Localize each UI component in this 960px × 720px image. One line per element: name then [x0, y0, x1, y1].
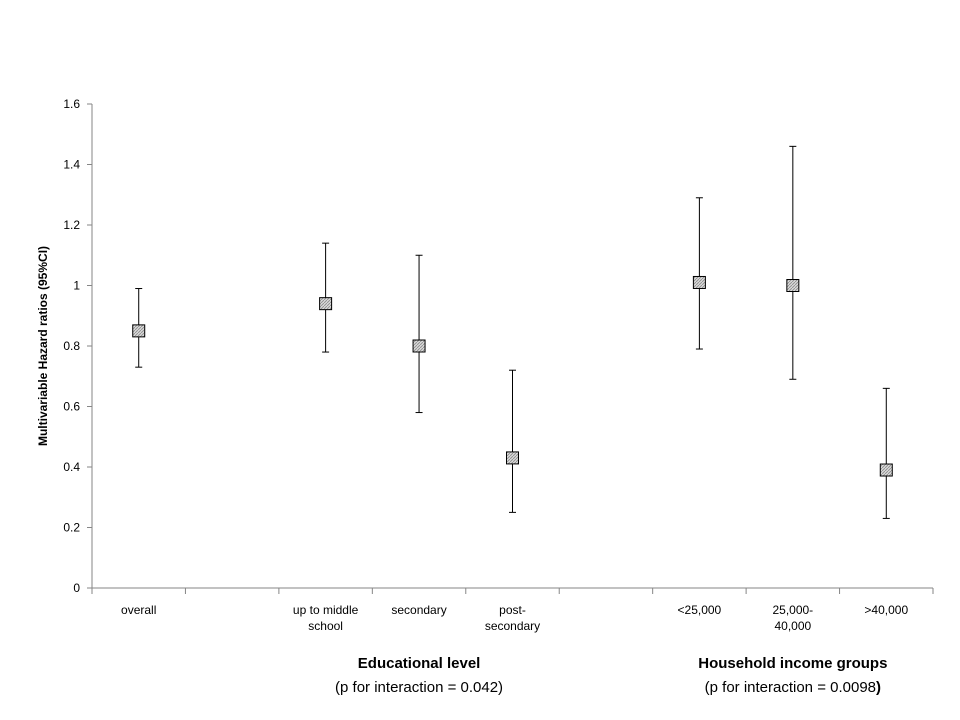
x-tick-label: school [308, 619, 343, 633]
y-tick-label: 1.4 [63, 158, 80, 172]
x-tick-label: <25,000 [678, 603, 722, 617]
hazard-ratio-marker [506, 451, 519, 465]
hazard-ratio-marker [692, 275, 706, 289]
x-tick-label: >40,000 [864, 603, 908, 617]
group-subtitle-tail: ) [876, 679, 881, 696]
hazard-ratio-marker [319, 297, 333, 311]
group-subtitle-text: (p for interaction = 0.0098 [705, 679, 876, 696]
y-tick-label: 0.4 [63, 460, 80, 474]
x-tick-label: secondary [485, 619, 540, 633]
group-subtitle: (p for interaction = 0.0098) [705, 679, 881, 696]
chart-marks [132, 145, 893, 519]
y-tick-label: 1.6 [63, 97, 80, 111]
group-title: Educational level [358, 655, 481, 672]
x-tick-label: overall [121, 603, 156, 617]
group-subtitle-text: (p for interaction = 0.042) [335, 679, 503, 696]
y-tick-label: 0.8 [63, 339, 80, 353]
group-title: Household income groups [698, 655, 887, 672]
y-tick-label: 0.6 [63, 400, 80, 414]
chart-labels: 0 0.2 0.4 0.6 0.8 1 1.2 1.4 1.6 overall up to midd… [36, 97, 908, 696]
x-tick-label: secondary [391, 603, 446, 617]
x-tick-label: 25,000- [772, 603, 813, 617]
hazard-ratio-marker [879, 463, 893, 477]
y-tick-label: 0.2 [63, 521, 80, 535]
hazard-ratio-marker [132, 324, 146, 338]
x-tick-label: 40,000 [774, 619, 811, 633]
group-subtitle: (p for interaction = 0.042) [335, 679, 503, 696]
y-axis-label: Multivariable Hazard ratios (95%CI) [36, 246, 50, 446]
x-tick-label: post- [499, 603, 526, 617]
y-tick-label: 1 [73, 279, 80, 293]
hazard-ratio-marker [786, 279, 800, 292]
hazard-ratio-marker [412, 339, 426, 353]
y-tick-label: 1.2 [63, 218, 80, 232]
y-tick-label: 0 [73, 581, 80, 595]
chart-axes [87, 103, 934, 594]
x-tick-label: up to middle [293, 603, 359, 617]
